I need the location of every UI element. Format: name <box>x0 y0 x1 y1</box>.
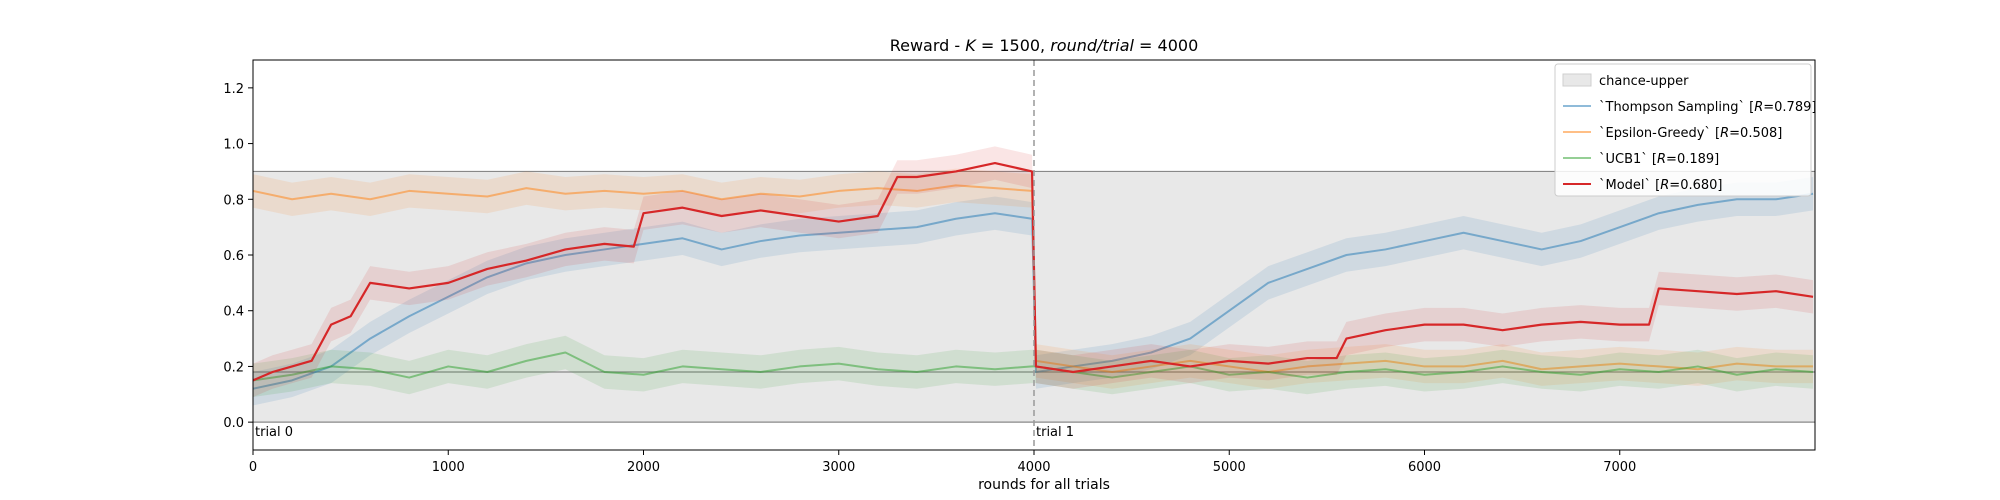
title-k-value: 1500 <box>999 36 1040 55</box>
x-tick-label: 1000 <box>432 460 465 475</box>
legend-name: `Model` [ <box>1599 178 1660 193</box>
y-tick-label: 0.4 <box>223 305 244 320</box>
plot-inner <box>253 146 1815 423</box>
series-line-3 <box>253 161 1814 382</box>
legend-metric: R <box>1720 126 1729 141</box>
title-rounds-eq: = <box>1134 36 1158 55</box>
y-tick-label: 1.0 <box>223 138 244 153</box>
legend-value: =0.508] <box>1729 126 1782 141</box>
legend-value: =0.680] <box>1669 178 1722 193</box>
y-tick-label: 0.6 <box>223 249 244 264</box>
legend-metric: R <box>1754 100 1763 115</box>
x-axis-label: rounds for all trials <box>978 477 1110 493</box>
legend-metric: R <box>1657 152 1666 167</box>
x-tick-label: 0 <box>249 460 257 475</box>
y-tick-label: 0.2 <box>223 360 244 375</box>
trial-annotation: trial 0 <box>255 425 293 440</box>
legend-name: `Thompson Sampling` [ <box>1599 100 1754 115</box>
x-tick-label: 4000 <box>1017 460 1050 475</box>
x-tick-label: 2000 <box>627 460 660 475</box>
legend-value: =0.189] <box>1666 152 1719 167</box>
legend-metric: R <box>1660 178 1669 193</box>
chart-title: Reward - K = 1500, round/trial = 4000 <box>890 36 1199 55</box>
title-rounds-label: round/trial <box>1050 36 1134 55</box>
x-tick-label: 6000 <box>1408 460 1441 475</box>
y-tick-label: 1.2 <box>223 82 244 97</box>
legend-name: `Epsilon-Greedy` [ <box>1599 126 1720 141</box>
title-sep: , <box>1040 36 1050 55</box>
x-tick-label: 7000 <box>1603 460 1636 475</box>
trial-annotation: trial 1 <box>1036 425 1074 440</box>
legend-label-series: `UCB1` [R=0.189] <box>1599 152 1719 167</box>
legend: chance-upper`Thompson Sampling` [R=0.789… <box>1554 63 1816 197</box>
axes: 0 1000 2000 3000 4000 5000 6000 7000 0.0 0.2 0.4 0.… <box>223 59 1816 475</box>
legend-label-series: `Epsilon-Greedy` [R=0.508] <box>1599 126 1782 141</box>
plot-area: trial 0 trial 1 <box>253 60 1815 450</box>
legend-value: =0.789] <box>1763 100 1816 115</box>
series-band-0 <box>253 177 1814 406</box>
legend-swatch-chance <box>1562 73 1592 87</box>
legend-label-chance: chance-upper <box>1599 74 1689 89</box>
series-band-3 <box>253 146 1814 398</box>
y-tick-label: 0.8 <box>223 193 244 208</box>
x-tick-label: 3000 <box>822 460 855 475</box>
y-tick-label: 0.0 <box>223 416 244 431</box>
title-prefix: Reward - <box>890 36 966 55</box>
series-line-2 <box>253 351 1814 382</box>
legend-label-series: `Thompson Sampling` [R=0.789] <box>1599 100 1816 115</box>
legend-name: `UCB1` [ <box>1599 152 1657 167</box>
x-tick-label: 5000 <box>1213 460 1246 475</box>
svg-text:Reward - K = 1500, round/trial: Reward - K = 1500, round/trial = 4000 <box>890 36 1199 55</box>
legend-label-series: `Model` [R=0.680] <box>1599 178 1722 193</box>
title-k-label: K <box>965 36 977 55</box>
title-k-eq: = <box>976 36 1000 55</box>
title-rounds-value: 4000 <box>1158 36 1199 55</box>
legend-box <box>1554 63 1812 197</box>
